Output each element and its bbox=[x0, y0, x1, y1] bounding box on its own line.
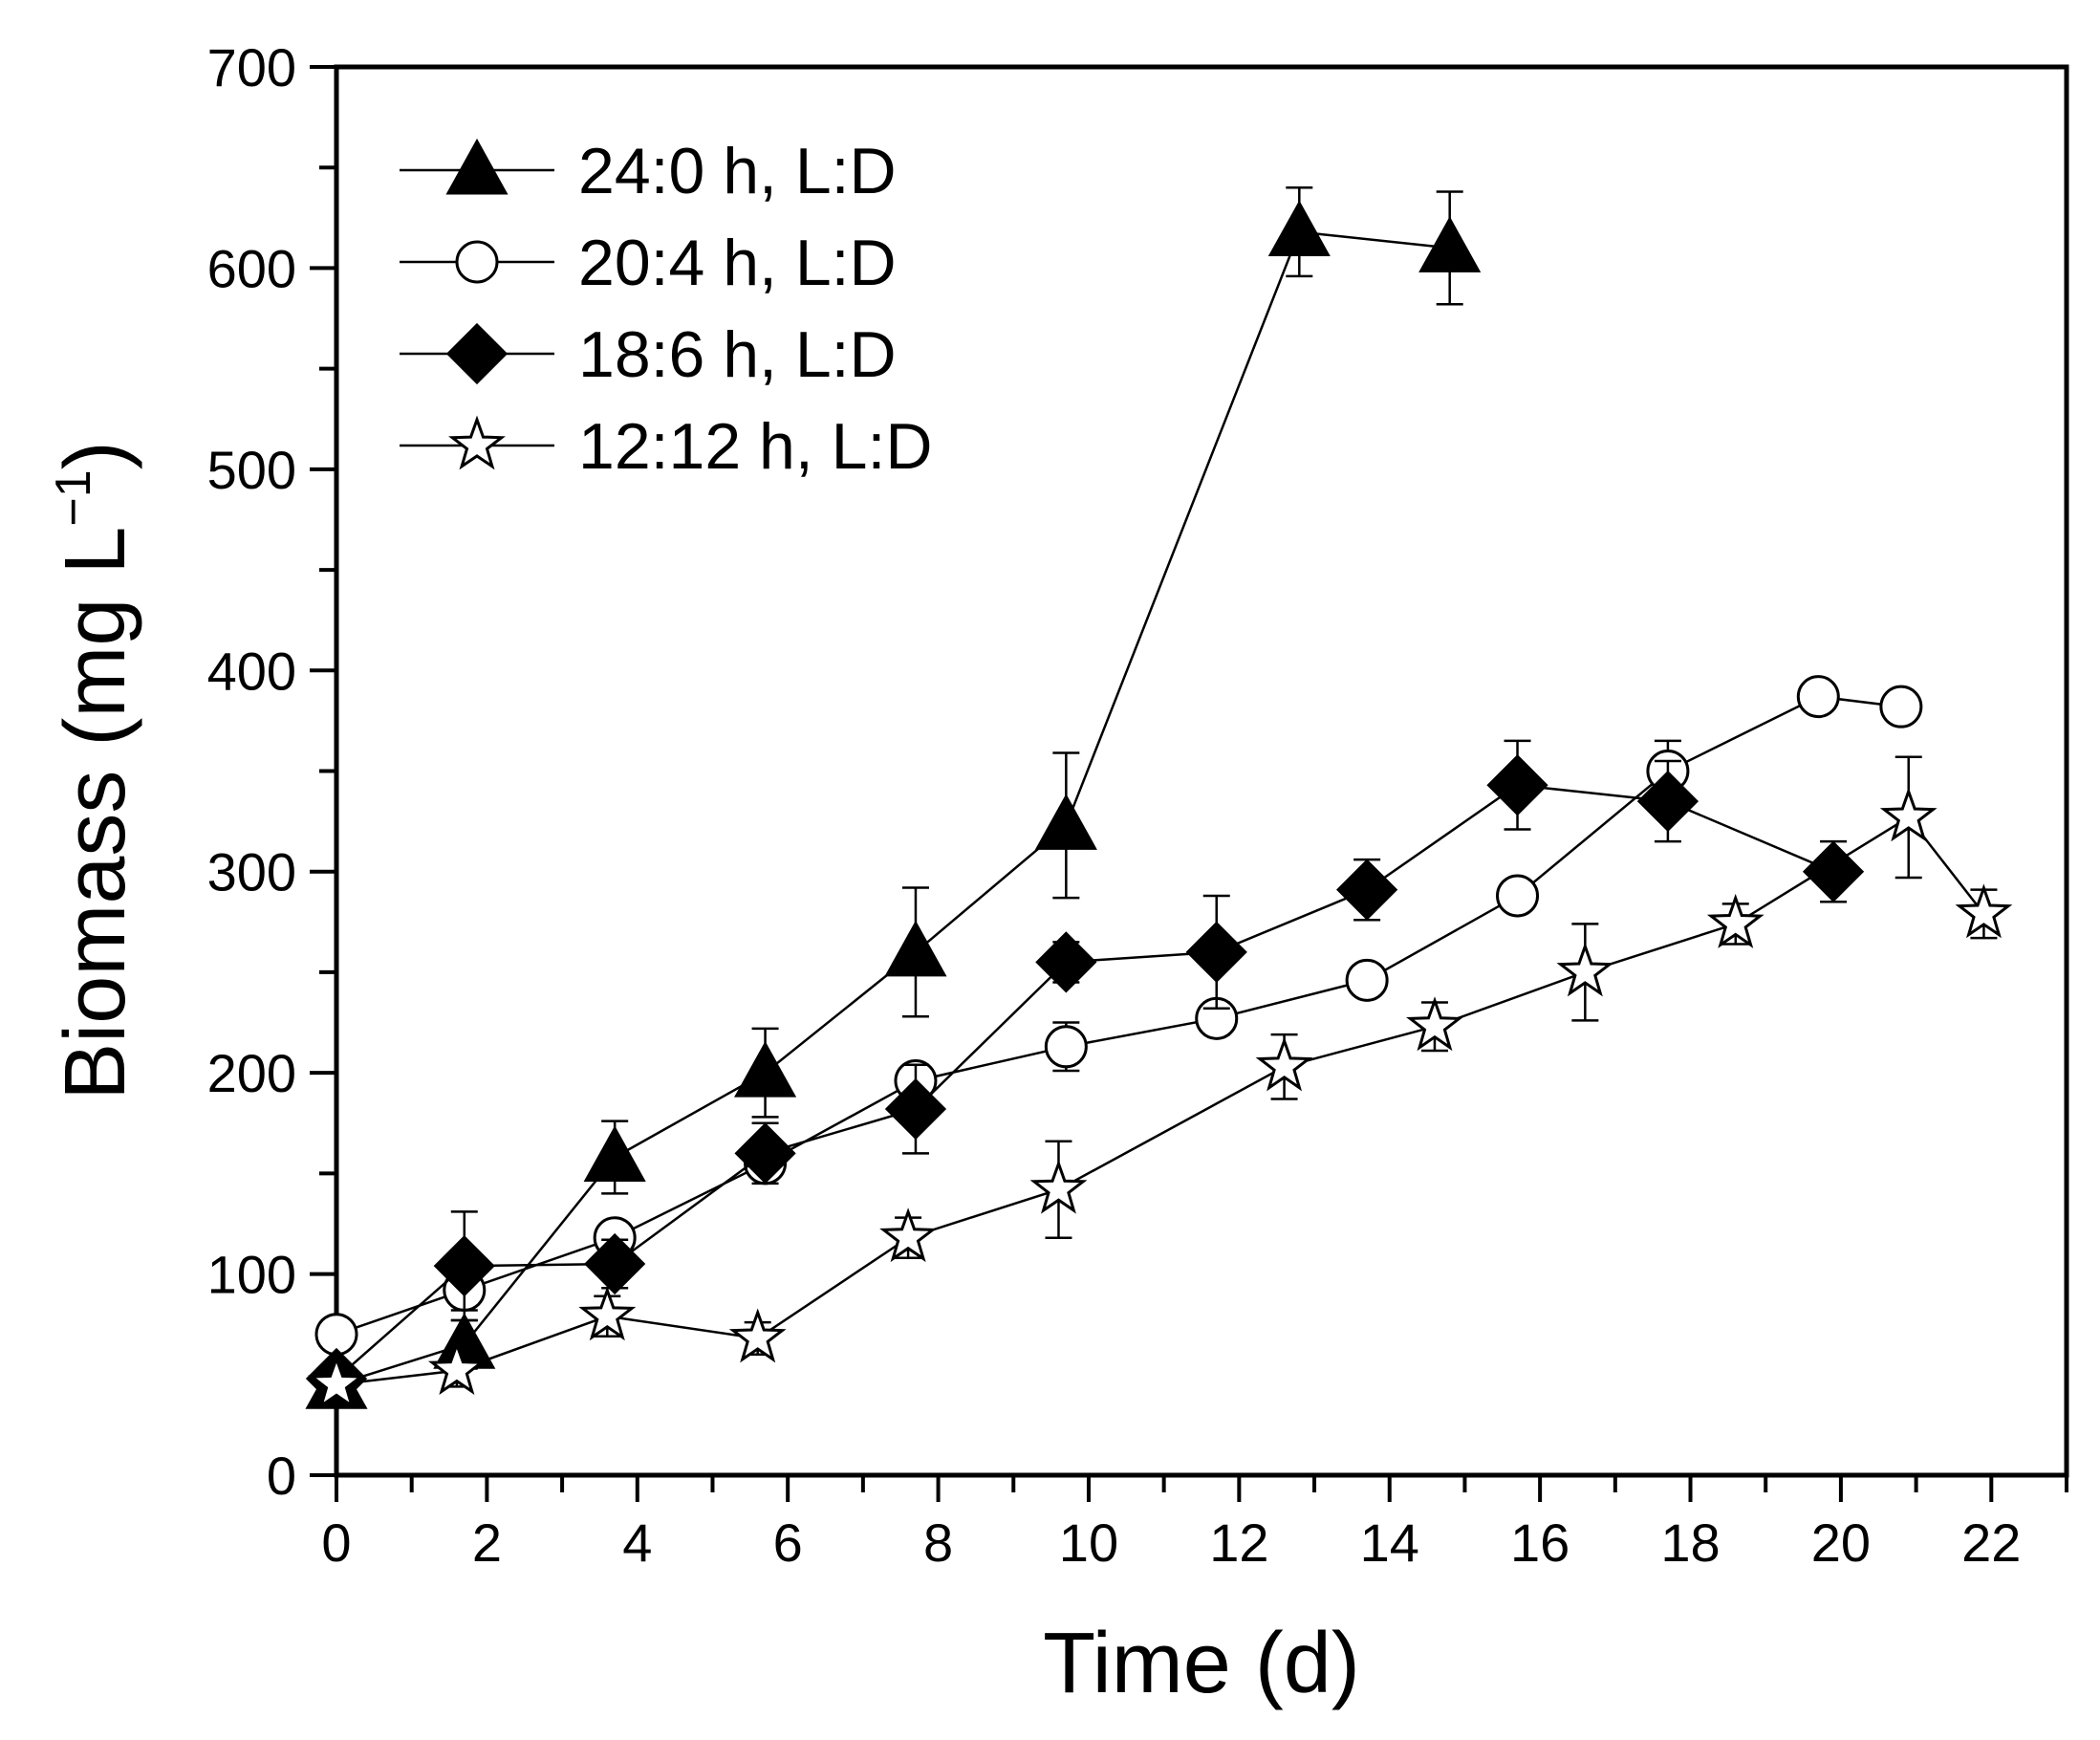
data-point-star bbox=[427, 1340, 486, 1396]
legend-label: 24:0 h, L:D bbox=[578, 135, 897, 207]
series-star bbox=[308, 755, 2013, 1409]
y-tick-label: 500 bbox=[207, 440, 296, 500]
y-tick-label: 0 bbox=[267, 1446, 296, 1506]
series-triangle bbox=[305, 186, 1482, 1409]
legend-item: 18:6 h, L:D bbox=[400, 318, 897, 391]
x-tick-label: 8 bbox=[923, 1512, 953, 1573]
series-line bbox=[336, 695, 1902, 1336]
data-point-circle bbox=[1345, 958, 1389, 1002]
data-point-circle bbox=[1044, 1025, 1088, 1069]
legend-label: 20:4 h, L:D bbox=[578, 227, 897, 299]
data-point-diamond bbox=[1802, 840, 1865, 903]
y-tick-label: 600 bbox=[207, 238, 296, 298]
data-point-diamond bbox=[884, 1077, 947, 1141]
legend-marker-star bbox=[448, 415, 506, 470]
legend-item: 24:0 h, L:D bbox=[400, 135, 897, 207]
series-diamond bbox=[305, 739, 1865, 1410]
data-point-diamond bbox=[433, 1235, 495, 1297]
data-point-star bbox=[1406, 996, 1463, 1052]
y-axis-title-close: ) bbox=[48, 441, 143, 469]
axis-ticks: 0 2 4 6 8 10 12 14 16 18 20 22 0 100 200 300 400 500 600 70… bbox=[207, 37, 2068, 1573]
data-point-triangle bbox=[884, 920, 947, 977]
legend-label: 18:6 h, L:D bbox=[578, 318, 897, 391]
legend: 24:0 h, L:D 20:4 h, L:D 18:6 h, L:D 12:12 h… bbox=[400, 135, 932, 483]
data-point-diamond bbox=[584, 1232, 646, 1295]
y-axis-title-sup: −1 bbox=[46, 469, 101, 526]
legend-marker-triangle bbox=[445, 138, 509, 195]
data-point-diamond bbox=[734, 1122, 796, 1185]
data-point-star bbox=[578, 1286, 637, 1341]
data-point-diamond bbox=[1035, 931, 1097, 993]
y-tick-label: 300 bbox=[207, 842, 296, 903]
data-point-star bbox=[1879, 787, 1938, 842]
x-tick-label: 4 bbox=[622, 1512, 652, 1573]
y-axis-title: Biomass (mg L−1) bbox=[46, 441, 143, 1099]
data-point-star bbox=[879, 1207, 938, 1263]
data-point-diamond bbox=[1636, 770, 1699, 833]
data-point-star bbox=[308, 1354, 365, 1409]
x-axis-title: Time (d) bbox=[1043, 1616, 1360, 1711]
data-point-triangle bbox=[583, 1125, 646, 1183]
series-line bbox=[336, 230, 1450, 1386]
x-tick-label: 20 bbox=[1811, 1512, 1871, 1573]
data-point-diamond bbox=[1185, 921, 1247, 984]
y-axis-title-main: Biomass (mg L bbox=[48, 527, 143, 1100]
x-tick-label: 12 bbox=[1209, 1512, 1268, 1573]
data-point-star bbox=[1556, 942, 1614, 997]
x-tick-label: 0 bbox=[321, 1512, 351, 1573]
legend-item: 20:4 h, L:D bbox=[400, 227, 897, 299]
data-point-diamond bbox=[1336, 859, 1398, 921]
data-point-circle bbox=[1796, 675, 1840, 719]
legend-item: 12:12 h, L:D bbox=[400, 410, 932, 483]
y-tick-label: 400 bbox=[207, 641, 296, 701]
legend-marker-circle bbox=[455, 240, 499, 284]
series-line bbox=[336, 816, 1985, 1386]
data-point-circle bbox=[1879, 685, 1923, 729]
series-circle bbox=[314, 675, 1923, 1357]
x-tick-label: 2 bbox=[472, 1512, 502, 1573]
data-point-triangle bbox=[734, 1041, 797, 1098]
data-point-diamond bbox=[1486, 754, 1548, 816]
x-tick-label: 14 bbox=[1360, 1512, 1419, 1573]
data-point-star bbox=[1255, 1036, 1313, 1092]
x-tick-label: 10 bbox=[1059, 1512, 1118, 1573]
data-point-circle bbox=[1496, 874, 1540, 918]
data-point-star bbox=[1955, 883, 2013, 939]
x-tick-label: 16 bbox=[1510, 1512, 1570, 1573]
legend-label: 12:12 h, L:D bbox=[578, 410, 932, 483]
legend-marker-diamond bbox=[445, 322, 509, 385]
y-tick-label: 200 bbox=[207, 1043, 296, 1103]
x-tick-label: 18 bbox=[1660, 1512, 1720, 1573]
data-point-star bbox=[728, 1308, 787, 1363]
y-tick-label: 700 bbox=[207, 37, 296, 98]
y-tick-label: 100 bbox=[207, 1245, 296, 1305]
x-tick-label: 22 bbox=[1961, 1512, 2021, 1573]
data-point-triangle bbox=[1418, 216, 1482, 272]
data-point-triangle bbox=[1267, 200, 1331, 257]
data-point-triangle bbox=[1034, 794, 1097, 850]
data-point-star bbox=[1706, 893, 1764, 948]
series-line bbox=[336, 783, 1834, 1380]
series-layer bbox=[305, 186, 2013, 1410]
data-point-star bbox=[1029, 1159, 1088, 1214]
x-tick-label: 6 bbox=[773, 1512, 803, 1573]
